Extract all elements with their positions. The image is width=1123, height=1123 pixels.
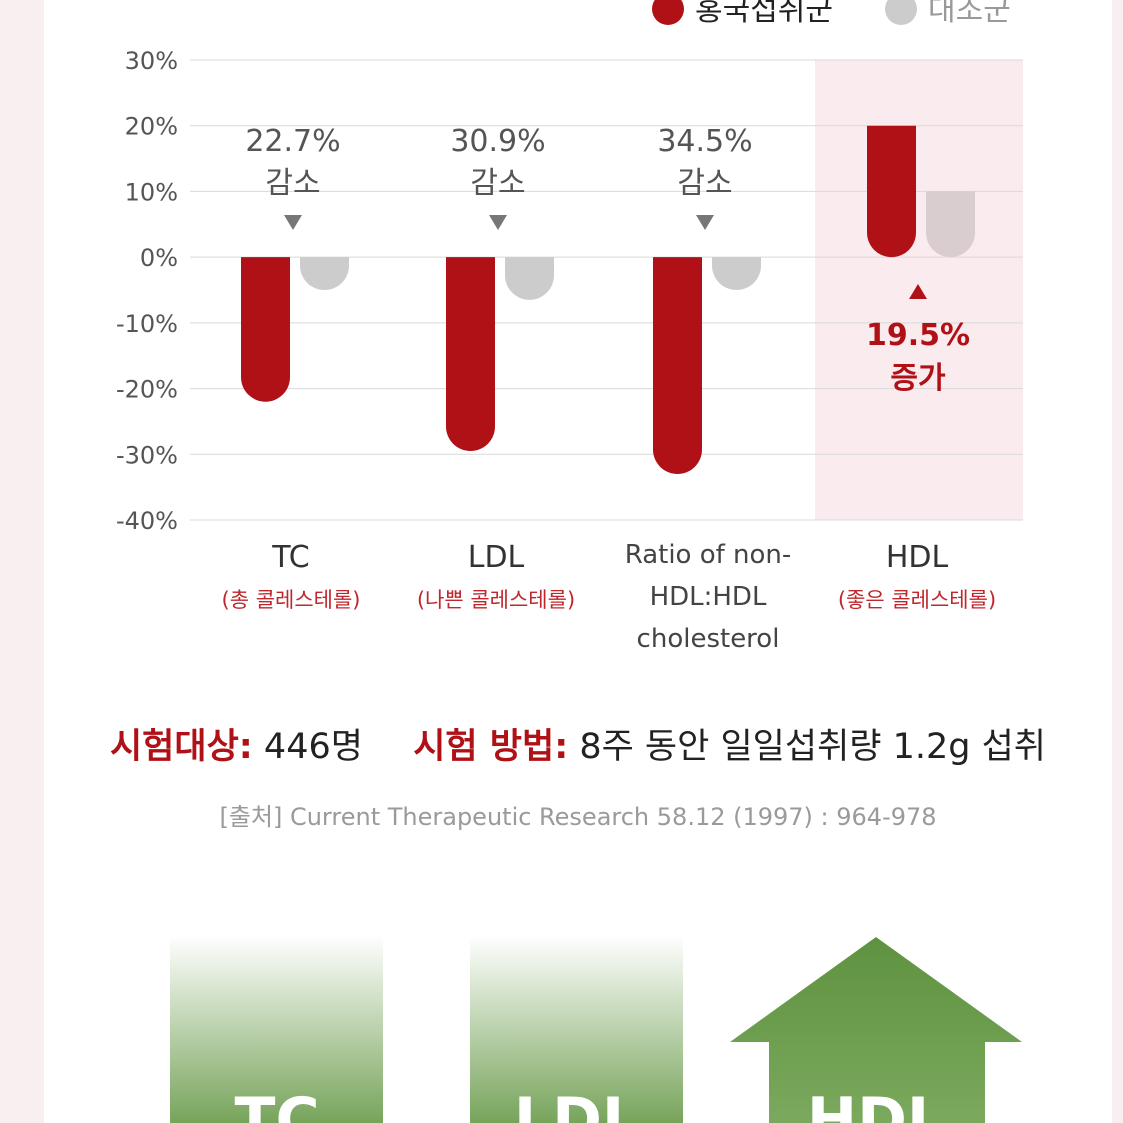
study-method-value: 8주 동안 일일섭취량 1.2g 섭취	[579, 727, 1046, 767]
study-info: 시험대상: 446명 시험 방법: 8주 동안 일일섭취량 1.2g 섭취	[44, 718, 1112, 769]
category-subtitle: (나쁜 콜레스테롤)	[417, 588, 575, 612]
category-label: LDL	[468, 540, 525, 575]
control-bar	[505, 257, 554, 300]
annotation-value: 22.7%	[245, 124, 340, 159]
y-tick-label: -30%	[116, 441, 178, 469]
source-citation: [출처] Current Therapeutic Research 58.12 …	[219, 803, 937, 831]
treatment-bar	[866, 125, 916, 258]
control-bar	[712, 257, 761, 290]
down-triangle-icon	[489, 215, 507, 230]
category-label: TC	[271, 540, 310, 575]
treatment-bar	[446, 257, 495, 451]
y-tick-label: 30%	[125, 47, 178, 75]
category-label-line: cholesterol	[637, 624, 780, 654]
down-triangle-icon	[696, 215, 714, 230]
control-bar	[300, 257, 349, 290]
control-bar	[926, 191, 975, 258]
category-label-line: HDL:HDL	[650, 582, 767, 612]
legend: 홍국섭취군 대조군	[652, 0, 1011, 28]
category-labels: TC (총 콜레스테롤) LDL (나쁜 콜레스테롤) Ratio of non- HDL…	[222, 540, 997, 654]
y-axis-ticks: 30% 20% 10% 0% -10% -20% -30% -40%	[116, 47, 178, 535]
annotation-text: 증가	[890, 361, 946, 396]
down-triangle-icon	[284, 215, 302, 230]
y-tick-label: 10%	[125, 178, 178, 206]
annotation-value: 34.5%	[657, 124, 752, 159]
annotation-value: 19.5%	[866, 318, 970, 353]
category-label: HDL	[886, 540, 949, 575]
grid-lines	[190, 59, 1023, 521]
y-tick-label: -10%	[116, 310, 178, 338]
annotation-text: 감소	[677, 166, 732, 201]
legend-label: 홍국섭취군	[695, 0, 833, 28]
treatment-bar	[241, 257, 290, 402]
treatment-bar	[653, 257, 702, 474]
legend-swatch	[885, 0, 917, 25]
annotation-text: 감소	[265, 166, 320, 201]
legend-label: 대조군	[928, 0, 1011, 28]
study-method-label: 시험 방법:	[413, 727, 569, 767]
category-subtitle: (좋은 콜레스테롤)	[838, 588, 996, 612]
y-tick-label: 0%	[140, 244, 178, 272]
category-label-line: Ratio of non-	[625, 540, 792, 570]
annotation-value: 30.9%	[450, 124, 545, 159]
annotation-text: 감소	[470, 166, 525, 201]
y-tick-label: 20%	[125, 113, 178, 141]
study-subject-label: 시험대상:	[109, 727, 253, 767]
study-subject-value: 446명	[263, 727, 363, 767]
category-subtitle: (총 콜레스테롤)	[222, 588, 361, 612]
up-triangle-icon	[909, 284, 927, 299]
cholesterol-bar-chart: 30% 20% 10% 0% -10% -20% -30% -40% 22.7% 감소 30.9%…	[116, 0, 1023, 654]
y-tick-label: -40%	[116, 507, 178, 535]
y-tick-label: -20%	[116, 376, 178, 404]
legend-swatch	[652, 0, 684, 25]
bars	[241, 125, 975, 474]
annotations: 22.7% 감소 30.9% 감소 34.5% 감소 19.5% 증가	[245, 124, 970, 396]
